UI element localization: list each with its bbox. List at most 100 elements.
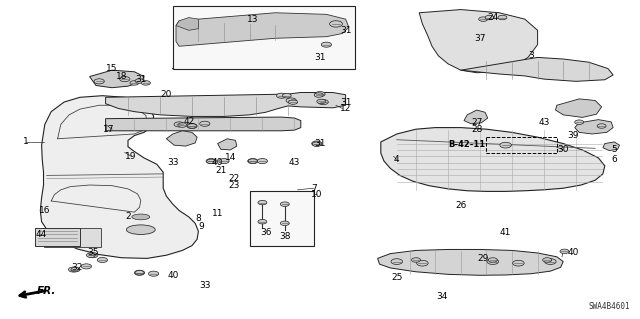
Text: 29: 29: [477, 254, 489, 263]
Circle shape: [391, 259, 403, 264]
Text: 25: 25: [391, 273, 403, 282]
Circle shape: [141, 81, 150, 85]
Text: 40: 40: [212, 158, 223, 167]
Text: 17: 17: [103, 125, 115, 134]
Polygon shape: [381, 128, 605, 191]
Polygon shape: [378, 249, 563, 275]
Text: 7: 7: [311, 184, 316, 193]
Text: 31: 31: [314, 53, 326, 62]
Text: 36: 36: [260, 228, 271, 237]
Circle shape: [312, 141, 322, 146]
Circle shape: [487, 259, 499, 264]
Circle shape: [412, 258, 420, 262]
Circle shape: [258, 219, 267, 224]
Text: B-42-11: B-42-11: [448, 140, 485, 149]
Text: 43: 43: [538, 118, 550, 127]
Text: 9: 9: [199, 222, 204, 231]
Circle shape: [545, 259, 556, 264]
Text: 3: 3: [529, 51, 534, 60]
Text: 19: 19: [125, 152, 137, 161]
Circle shape: [219, 159, 229, 164]
Circle shape: [257, 159, 268, 164]
Polygon shape: [575, 120, 613, 134]
Text: 10: 10: [311, 190, 323, 199]
Polygon shape: [461, 57, 613, 81]
Text: 21: 21: [215, 166, 227, 175]
Text: 13: 13: [247, 15, 259, 24]
Text: 41: 41: [500, 228, 511, 237]
Circle shape: [248, 159, 258, 164]
Text: 16: 16: [39, 206, 51, 215]
Ellipse shape: [132, 214, 150, 220]
Text: 6: 6: [612, 155, 617, 164]
Circle shape: [543, 258, 552, 262]
Circle shape: [94, 79, 104, 84]
Text: 30: 30: [557, 145, 569, 154]
Circle shape: [206, 159, 216, 164]
Circle shape: [97, 257, 108, 263]
Text: 31: 31: [314, 139, 326, 148]
Text: 23: 23: [228, 181, 239, 189]
Text: 20: 20: [161, 90, 172, 99]
Circle shape: [321, 42, 332, 47]
Circle shape: [200, 121, 210, 126]
Text: 31: 31: [135, 75, 147, 84]
Circle shape: [282, 93, 291, 98]
Circle shape: [188, 124, 196, 128]
Text: 31: 31: [340, 98, 351, 107]
Text: 32: 32: [71, 263, 83, 272]
Polygon shape: [556, 99, 602, 117]
Polygon shape: [166, 131, 197, 146]
Circle shape: [248, 159, 257, 163]
Circle shape: [330, 21, 342, 27]
Text: 44: 44: [36, 230, 47, 239]
Text: 18: 18: [116, 72, 127, 81]
Text: 11: 11: [212, 209, 223, 218]
Circle shape: [417, 260, 428, 266]
Text: 8: 8: [196, 214, 201, 223]
Circle shape: [187, 123, 197, 129]
Circle shape: [280, 221, 289, 226]
Circle shape: [135, 79, 144, 83]
Text: 4: 4: [394, 155, 399, 164]
Polygon shape: [90, 70, 144, 88]
Polygon shape: [40, 96, 198, 258]
Text: 37: 37: [474, 34, 486, 43]
Text: 26: 26: [455, 201, 467, 210]
Bar: [44, 228, 101, 247]
Polygon shape: [106, 93, 346, 116]
Circle shape: [81, 264, 92, 269]
Polygon shape: [176, 18, 198, 30]
Polygon shape: [218, 139, 237, 150]
Text: FR.: FR.: [37, 286, 56, 296]
Text: 1: 1: [23, 137, 28, 146]
Circle shape: [597, 124, 606, 128]
Text: 22: 22: [228, 174, 239, 182]
Bar: [250, 191, 314, 246]
Text: 40: 40: [567, 248, 579, 256]
Text: 35: 35: [87, 248, 99, 256]
Circle shape: [120, 77, 130, 82]
Circle shape: [135, 271, 144, 275]
Circle shape: [174, 122, 184, 127]
Circle shape: [88, 253, 98, 258]
Bar: [173, 6, 355, 69]
Text: 31: 31: [340, 26, 351, 35]
Text: 42: 42: [183, 117, 195, 126]
Text: 33: 33: [167, 158, 179, 167]
Circle shape: [500, 142, 511, 148]
Circle shape: [560, 249, 569, 254]
Circle shape: [130, 81, 139, 85]
Circle shape: [488, 258, 497, 262]
Circle shape: [86, 253, 95, 257]
Circle shape: [148, 271, 159, 276]
Circle shape: [575, 120, 584, 124]
Polygon shape: [464, 110, 488, 124]
Circle shape: [286, 98, 296, 103]
Text: 15: 15: [106, 64, 118, 73]
Text: 5: 5: [612, 145, 617, 154]
Circle shape: [134, 270, 145, 275]
Bar: [486, 137, 557, 153]
Circle shape: [178, 123, 187, 127]
Text: 2: 2: [125, 212, 131, 221]
